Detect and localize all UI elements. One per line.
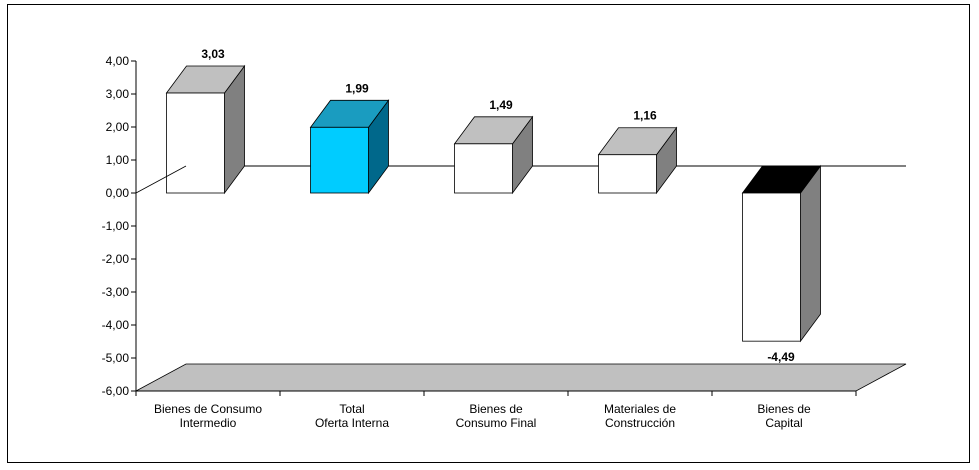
y-tick-label: -5,00 — [102, 351, 130, 365]
value-label: 3,03 — [201, 47, 225, 61]
bar-side — [800, 164, 821, 343]
y-tick-label: 1,00 — [106, 153, 130, 167]
value-label: 1,49 — [489, 98, 513, 112]
x-tick-label: Construcción — [605, 416, 675, 430]
x-tick-label: Intermedio — [180, 416, 237, 430]
value-label: -4,49 — [767, 350, 795, 364]
y-tick-label: -6,00 — [102, 384, 130, 398]
x-tick-label: Capital — [765, 416, 802, 430]
bar — [454, 143, 513, 194]
y-tick-label: -4,00 — [102, 318, 130, 332]
x-tick-label: Oferta Interna — [315, 416, 389, 430]
zero-plane-edge — [135, 165, 187, 194]
value-label: 1,99 — [345, 81, 369, 95]
bar — [742, 192, 801, 342]
x-tick-label: Materiales de — [604, 402, 676, 416]
bar — [598, 154, 657, 194]
value-label: 1,16 — [633, 109, 657, 123]
y-tick-label: -3,00 — [102, 285, 130, 299]
chart-floor — [135, 363, 907, 392]
y-tick-label: -2,00 — [102, 252, 130, 266]
bar — [310, 126, 369, 194]
y-tick-label: 3,00 — [106, 87, 130, 101]
x-tick-label: Bienes de — [757, 402, 811, 416]
x-tick-label: Consumo Final — [456, 416, 537, 430]
y-tick-label: 4,00 — [106, 54, 130, 68]
y-tick-label: -1,00 — [102, 219, 130, 233]
bar — [166, 92, 225, 194]
x-tick-label: Total — [339, 402, 364, 416]
x-tick-label: Bienes de Consumo — [154, 402, 262, 416]
x-tick-label: Bienes de — [469, 402, 523, 416]
y-tick-label: 2,00 — [106, 120, 130, 134]
y-tick-label: 0,00 — [106, 186, 130, 200]
